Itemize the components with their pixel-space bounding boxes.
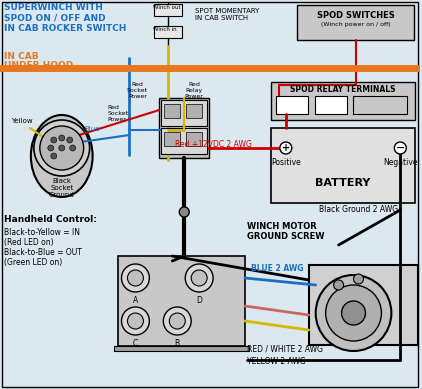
Circle shape <box>40 126 84 170</box>
Text: Black Ground 2 AWG: Black Ground 2 AWG <box>319 205 398 214</box>
Circle shape <box>70 145 76 151</box>
Circle shape <box>122 307 149 335</box>
Text: Red
Socket
Power: Red Socket Power <box>108 105 129 122</box>
Circle shape <box>326 285 381 341</box>
Bar <box>186 104 202 118</box>
Bar <box>161 128 207 154</box>
Bar <box>154 26 182 38</box>
Text: UNDER HOOD: UNDER HOOD <box>4 61 73 70</box>
Text: Black-to-Yellow = IN
(Red LED on): Black-to-Yellow = IN (Red LED on) <box>4 228 80 247</box>
Bar <box>114 346 249 351</box>
Circle shape <box>127 270 143 286</box>
Circle shape <box>169 313 185 329</box>
Circle shape <box>316 275 391 351</box>
Text: D: D <box>196 296 202 305</box>
Circle shape <box>334 280 344 290</box>
Text: C: C <box>133 339 138 348</box>
Circle shape <box>341 301 365 325</box>
Text: WINCH MOTOR
GROUND SCREW: WINCH MOTOR GROUND SCREW <box>247 222 325 242</box>
Text: A: A <box>133 296 138 305</box>
Text: BATTERY: BATTERY <box>315 178 370 188</box>
Bar <box>161 100 207 126</box>
Circle shape <box>34 120 89 176</box>
Bar <box>160 98 209 158</box>
Text: SPOD SWITCHES: SPOD SWITCHES <box>316 11 395 20</box>
Text: Negative: Negative <box>383 158 418 167</box>
Text: Winch in: Winch in <box>153 27 177 32</box>
Text: Blue: Blue <box>85 126 100 132</box>
Bar <box>186 132 202 146</box>
Circle shape <box>191 270 207 286</box>
Circle shape <box>185 264 213 292</box>
Circle shape <box>394 142 406 154</box>
Text: −: − <box>396 143 405 153</box>
Text: Red
Relay
Power: Red Relay Power <box>185 82 204 98</box>
Circle shape <box>51 153 57 159</box>
Text: (Winch power on / off): (Winch power on / off) <box>321 22 390 27</box>
Text: Positive: Positive <box>271 158 301 167</box>
Text: IN CAB: IN CAB <box>4 52 38 61</box>
Text: SUPERWINCH WITH
SPOD ON / OFF AND
IN CAB ROCKER SWITCH: SUPERWINCH WITH SPOD ON / OFF AND IN CAB… <box>4 3 126 33</box>
Circle shape <box>354 274 363 284</box>
Circle shape <box>163 307 191 335</box>
Text: YELLOW 2 AWG: YELLOW 2 AWG <box>247 357 306 366</box>
Bar <box>352 96 407 114</box>
Text: Yellow: Yellow <box>11 118 33 124</box>
Text: BLUE 2 AWG: BLUE 2 AWG <box>251 264 303 273</box>
Text: +: + <box>282 143 290 153</box>
Text: Handheld Control:: Handheld Control: <box>4 215 97 224</box>
Circle shape <box>122 264 149 292</box>
Text: Red +12VDC 2 AWG: Red +12VDC 2 AWG <box>175 140 252 149</box>
Circle shape <box>51 137 57 143</box>
Text: Red
Socket
Power: Red Socket Power <box>127 82 148 98</box>
Bar <box>271 82 415 120</box>
Circle shape <box>59 145 65 151</box>
Bar <box>297 5 414 40</box>
Text: Winch out: Winch out <box>153 5 181 10</box>
Bar <box>315 96 346 114</box>
Bar <box>117 256 245 346</box>
Circle shape <box>179 207 189 217</box>
Text: Black
Socket
Ground: Black Socket Ground <box>49 178 75 198</box>
Bar <box>271 128 415 203</box>
Bar <box>309 265 418 345</box>
Bar <box>154 4 182 16</box>
Text: Black-to-Blue = OUT
(Green LED on): Black-to-Blue = OUT (Green LED on) <box>4 248 82 267</box>
Text: SPOT MOMENTARY
IN CAB SWITCH: SPOT MOMENTARY IN CAB SWITCH <box>195 8 260 21</box>
Bar <box>164 104 180 118</box>
Text: RED / WHITE 2 AWG: RED / WHITE 2 AWG <box>247 345 323 354</box>
Circle shape <box>127 313 143 329</box>
Bar <box>164 132 180 146</box>
Circle shape <box>59 135 65 141</box>
Circle shape <box>280 142 292 154</box>
Bar <box>276 96 308 114</box>
Circle shape <box>67 137 73 143</box>
Text: B: B <box>175 339 180 348</box>
Text: SPOD RELAY TERMINALS: SPOD RELAY TERMINALS <box>290 85 395 94</box>
Ellipse shape <box>31 115 92 197</box>
Circle shape <box>48 145 54 151</box>
